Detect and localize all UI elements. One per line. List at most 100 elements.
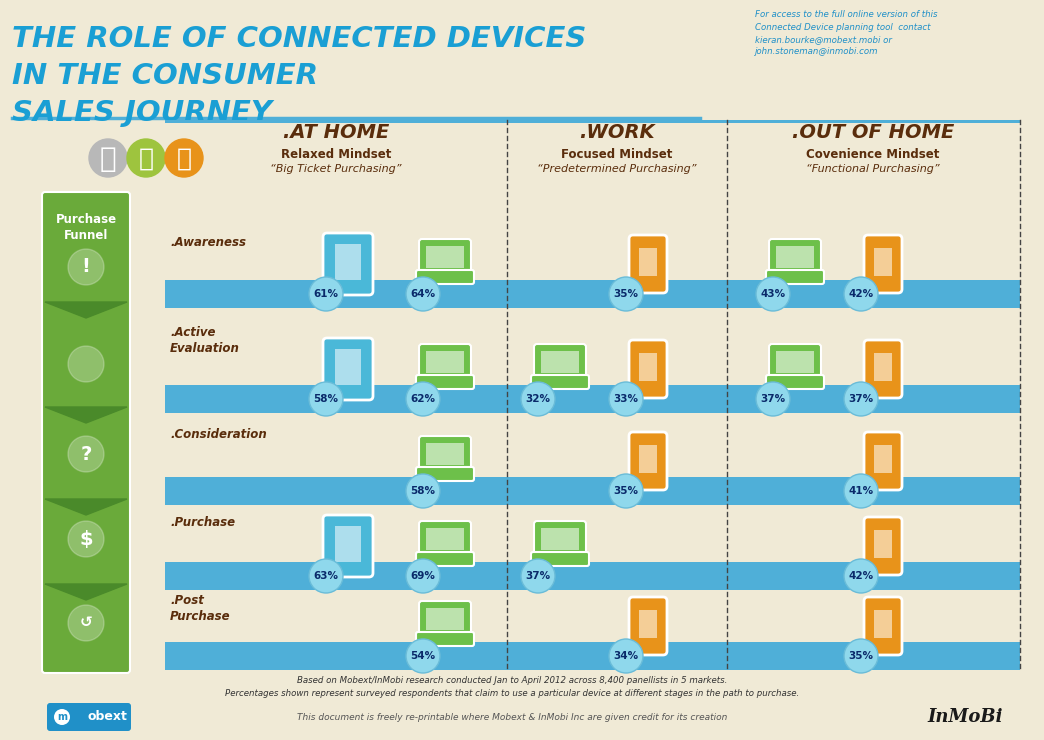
Polygon shape xyxy=(45,499,127,515)
Text: 32%: 32% xyxy=(525,394,550,404)
Text: .Consideration: .Consideration xyxy=(170,428,267,440)
Circle shape xyxy=(406,382,440,416)
Bar xyxy=(874,610,892,638)
FancyBboxPatch shape xyxy=(323,515,373,577)
Text: 35%: 35% xyxy=(614,289,639,299)
FancyBboxPatch shape xyxy=(416,632,474,646)
Text: 62%: 62% xyxy=(410,394,435,404)
Text: !: ! xyxy=(81,258,91,277)
Text: THE ROLE OF CONNECTED DEVICES: THE ROLE OF CONNECTED DEVICES xyxy=(11,25,587,53)
Polygon shape xyxy=(45,584,127,600)
Polygon shape xyxy=(45,407,127,423)
Text: Focused Mindset: Focused Mindset xyxy=(562,149,672,161)
Circle shape xyxy=(127,139,165,177)
FancyBboxPatch shape xyxy=(419,521,471,557)
Text: :  xyxy=(99,145,116,173)
Text: SALES JOURNEY: SALES JOURNEY xyxy=(11,99,272,127)
FancyBboxPatch shape xyxy=(628,597,667,655)
Circle shape xyxy=(309,559,343,593)
FancyBboxPatch shape xyxy=(323,233,373,295)
Bar xyxy=(335,349,361,385)
Bar xyxy=(426,528,464,550)
Bar xyxy=(639,445,657,473)
Bar xyxy=(426,351,464,373)
Circle shape xyxy=(68,249,104,285)
Bar xyxy=(541,528,579,550)
Circle shape xyxy=(609,474,643,508)
FancyBboxPatch shape xyxy=(416,467,474,481)
Text: .Purchase: .Purchase xyxy=(170,517,235,530)
Circle shape xyxy=(89,139,127,177)
Text: :  xyxy=(176,147,191,171)
Text: 35%: 35% xyxy=(614,486,639,496)
Text: .Awareness: .Awareness xyxy=(170,237,246,249)
Circle shape xyxy=(68,436,104,472)
Text: 37%: 37% xyxy=(525,571,550,581)
Bar xyxy=(426,608,464,630)
FancyBboxPatch shape xyxy=(419,436,471,472)
FancyBboxPatch shape xyxy=(864,597,902,655)
Bar xyxy=(639,353,657,381)
Text: 61%: 61% xyxy=(313,289,338,299)
Circle shape xyxy=(406,639,440,673)
Text: 42%: 42% xyxy=(849,289,874,299)
Bar xyxy=(874,248,892,276)
Polygon shape xyxy=(45,302,127,318)
Circle shape xyxy=(844,559,878,593)
Bar xyxy=(776,351,814,373)
FancyBboxPatch shape xyxy=(533,521,586,557)
Text: IN THE CONSUMER: IN THE CONSUMER xyxy=(11,62,318,90)
FancyBboxPatch shape xyxy=(42,192,130,673)
Circle shape xyxy=(609,277,643,311)
Text: .Post
Purchase: .Post Purchase xyxy=(170,593,231,622)
Bar xyxy=(335,526,361,562)
Text: 34%: 34% xyxy=(614,651,639,661)
Circle shape xyxy=(406,277,440,311)
Bar xyxy=(874,530,892,558)
Text: Percentages shown represent surveyed respondents that claim to use a particular : Percentages shown represent surveyed res… xyxy=(224,689,799,698)
Circle shape xyxy=(756,277,790,311)
Text: :  xyxy=(139,147,153,171)
Circle shape xyxy=(609,382,643,416)
Text: 54%: 54% xyxy=(410,651,435,661)
Text: Relaxed Mindset: Relaxed Mindset xyxy=(281,149,392,161)
Text: 42%: 42% xyxy=(849,571,874,581)
Circle shape xyxy=(609,639,643,673)
FancyBboxPatch shape xyxy=(864,517,902,575)
Bar xyxy=(165,477,1020,505)
FancyBboxPatch shape xyxy=(416,552,474,566)
Text: 37%: 37% xyxy=(760,394,785,404)
Circle shape xyxy=(844,639,878,673)
FancyBboxPatch shape xyxy=(766,375,824,389)
FancyBboxPatch shape xyxy=(769,239,821,275)
Bar xyxy=(335,244,361,280)
FancyBboxPatch shape xyxy=(416,270,474,284)
Text: “Big Ticket Purchasing”: “Big Ticket Purchasing” xyxy=(270,164,402,174)
Text: 63%: 63% xyxy=(313,571,338,581)
Circle shape xyxy=(521,559,555,593)
FancyBboxPatch shape xyxy=(47,703,130,731)
FancyBboxPatch shape xyxy=(769,344,821,380)
Text: 37%: 37% xyxy=(849,394,874,404)
FancyBboxPatch shape xyxy=(419,239,471,275)
Text: $: $ xyxy=(79,530,93,548)
Text: 64%: 64% xyxy=(410,289,435,299)
Text: .Active
Evaluation: .Active Evaluation xyxy=(170,326,240,354)
Text: m: m xyxy=(57,712,67,722)
FancyBboxPatch shape xyxy=(419,344,471,380)
Bar xyxy=(541,351,579,373)
Circle shape xyxy=(406,474,440,508)
FancyBboxPatch shape xyxy=(533,344,586,380)
Bar xyxy=(165,385,1020,413)
Circle shape xyxy=(844,277,878,311)
Bar xyxy=(639,248,657,276)
Text: 58%: 58% xyxy=(410,486,435,496)
Bar xyxy=(874,353,892,381)
Bar xyxy=(874,445,892,473)
Text: This document is freely re-printable where Mobext & InMobi Inc are given credit : This document is freely re-printable whe… xyxy=(296,713,728,722)
Text: 41%: 41% xyxy=(849,486,874,496)
Bar xyxy=(165,642,1020,670)
FancyBboxPatch shape xyxy=(628,340,667,398)
Text: 43%: 43% xyxy=(760,289,785,299)
FancyBboxPatch shape xyxy=(628,432,667,490)
